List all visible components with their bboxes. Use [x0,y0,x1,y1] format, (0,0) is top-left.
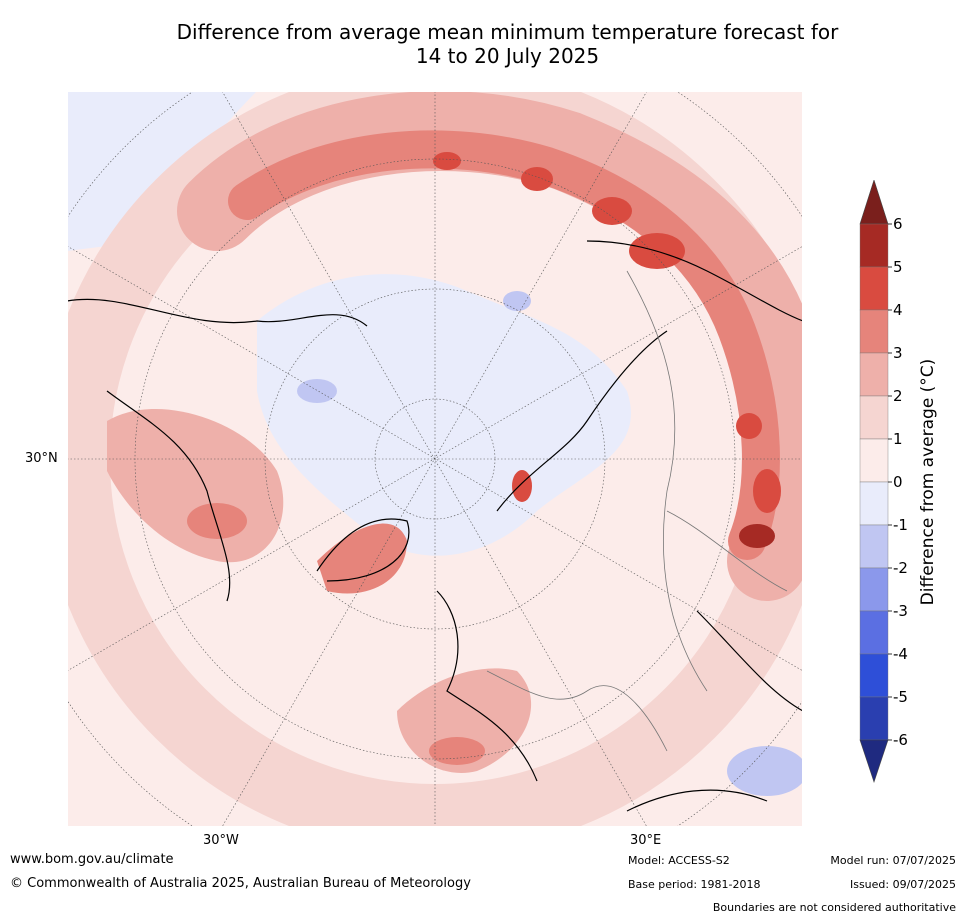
colorbar-tick-label: 6 [893,215,903,233]
colorbar-tick-label: 4 [893,301,903,319]
colorbar-bin [859,309,889,354]
colorbar-bin [859,223,889,268]
title-line-2: 14 to 20 July 2025 [415,44,600,68]
graticule [67,91,803,827]
colorbar-over-arrow [859,180,889,225]
warm-spot-na [187,503,247,539]
country-borders [486,270,788,752]
colorbar-bin [859,653,889,698]
hotspot-7 [739,524,775,548]
hotspot-1 [433,152,461,170]
warm-arc-siberia-core [228,130,780,560]
hotspot-6 [753,469,781,513]
warm-spot-scandinavia [512,470,532,502]
coastlines [67,240,803,812]
colorbar-under-arrow [859,739,889,783]
colorbar-tick-label: -5 [893,688,908,706]
footer-url[interactable]: www.bom.gov.au/climate [10,852,174,867]
lat-label-30n: 30°N [25,451,58,466]
colorbar-tick-label: -2 [893,559,908,577]
colorbar-tick-label: 5 [893,258,903,276]
warm-region-greenland [317,523,407,594]
colorbar-bin [859,352,889,397]
colorbar-bin [859,610,889,655]
title-line-1: Difference from average mean minimum tem… [176,20,839,44]
colorbar-tick-label: 2 [893,387,903,405]
footer-disclaimer: Boundaries are not considered authoritat… [712,901,956,914]
colorbar-tick-label: -1 [893,516,908,534]
colorbar-bin [859,438,889,483]
footer-model: Model: ACCESS-S2 [628,854,730,867]
colorbar-label: Difference from average (°C) [918,359,938,606]
lon-label-30e: 30°E [630,833,662,848]
hotspot-2 [521,167,553,191]
map-frame [67,91,803,827]
colorbar-bin [859,395,889,440]
footer-model-run: Model run: 07/07/2025 [830,854,956,867]
cool-spot-1 [297,379,337,403]
cool-region-se [727,746,803,796]
colorbar-tick-label: -4 [893,645,908,663]
colorbar-tick-label: -6 [893,731,908,749]
colorbar-bin [859,481,889,526]
colorbar-bin [859,524,889,569]
colorbar-tick-label: 3 [893,344,903,362]
cool-region-northwest [67,91,257,251]
cool-region-arctic [257,274,631,556]
lon-label-30w: 30°W [203,833,239,848]
colorbar-tick-label: 1 [893,430,903,448]
footer-copyright: © Commonwealth of Australia 2025, Austra… [10,876,471,891]
cool-spot-2 [503,291,531,311]
hotspot-3 [592,197,632,225]
chart-title: Difference from average mean minimum tem… [0,20,965,68]
warm-spot-europe [429,737,485,765]
footer-issued: Issued: 09/07/2025 [849,878,956,891]
hotspot-5 [736,413,762,439]
colorbar: 6 5 4 3 2 1 0 -1 -2 -3 -4 -5 -6 Difference from aver… [859,180,938,783]
colorbar-bin [859,696,889,741]
colorbar-bin [859,567,889,612]
forecast-map [67,91,803,827]
colorbar-bin [859,266,889,311]
footer-base-period: Base period: 1981-2018 [628,878,761,891]
colorbar-tick-label: 0 [893,473,903,491]
colorbar-tick-label: -3 [893,602,908,620]
